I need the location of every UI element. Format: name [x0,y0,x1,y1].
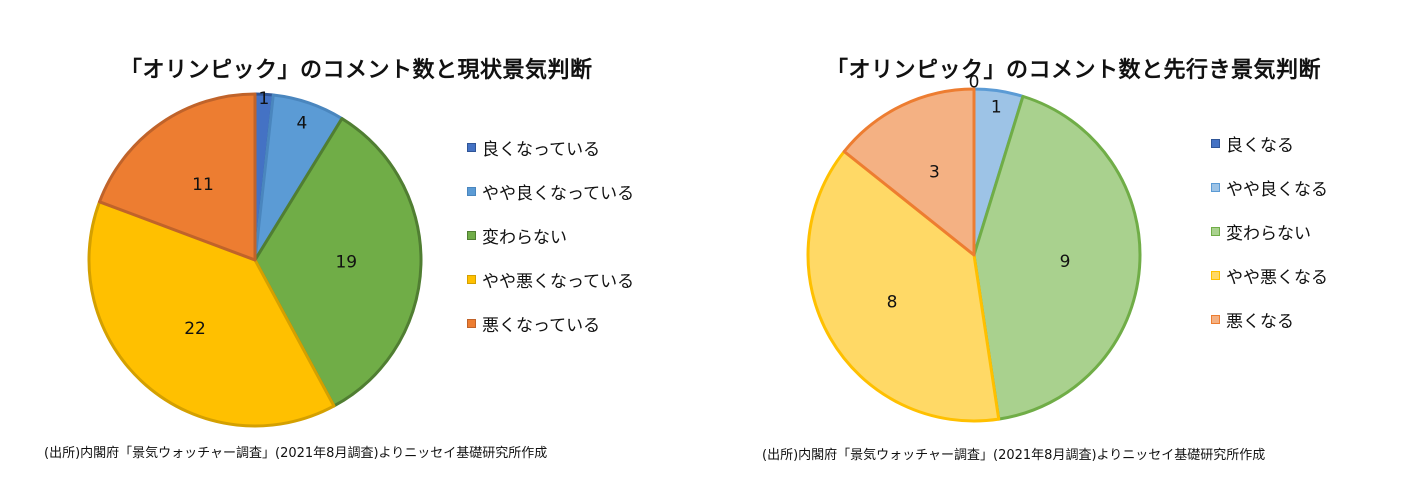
legend-label: やや良くなっている [482,183,635,204]
legend-label: 良くなっている [482,139,601,160]
legend-item: 変わらない [1211,209,1328,253]
data-label: 1 [991,97,1002,117]
legend-swatch [467,274,476,284]
legend-swatch [1211,314,1220,324]
pie-slice [98,92,257,262]
pie-slice [972,94,1142,421]
pie-chart-outlook: 01 9 8 3 [806,72,1142,423]
legend-label: 変わらない [1226,223,1311,244]
pie-slice [87,200,336,428]
source-note: (出所)内閣府「景気ウォッチャー調査」(2021年8月調査)よりニッセイ基礎研究… [762,448,1266,463]
data-label: 0 [969,72,980,92]
legend-label: やや良くなる [1226,179,1328,200]
legend-label: 変わらない [482,227,567,248]
data-label: 11 [192,175,214,195]
data-label: 1 [258,89,269,109]
pie-slice [842,87,976,257]
legend-label: やや悪くなる [1226,267,1328,288]
legend-label: 悪くなっている [482,315,601,336]
data-label: 3 [929,163,940,183]
legend-swatch [467,318,476,328]
data-label: 19 [335,253,357,273]
legend-item: 悪くなっている [467,301,634,345]
data-label: 22 [184,319,206,339]
pie-slice [806,150,1001,423]
legend-item: やや悪くなっている [467,257,634,301]
legend-swatch [467,142,476,152]
legend: 良くなっている やや良くなっている 変わらない やや悪くなっている 悪くなってい… [467,125,634,345]
legend-swatch [1211,226,1220,236]
chart-title: 「オリンピック」のコメント数と現状景気判断 [120,58,593,83]
legend-swatch [1211,138,1220,148]
legend-label: 良くなる [1226,135,1294,156]
legend-swatch [467,186,476,196]
legend-swatch [1211,270,1220,280]
data-label: 8 [887,292,898,312]
legend-item: やや良くなっている [467,169,634,213]
legend-swatch [467,230,476,240]
legend-item: 悪くなる [1211,297,1328,341]
legend-label: やや悪くなっている [482,271,635,292]
legend-item: やや悪くなる [1211,253,1328,297]
legend-label: 悪くなる [1226,311,1294,332]
legend-item: 良くなっている [467,125,634,169]
legend-item: やや良くなる [1211,165,1328,209]
data-label: 9 [1060,252,1071,272]
legend: 良くなる やや良くなる 変わらない やや悪くなる 悪くなる [1211,121,1328,341]
chart-panel-current: 「オリンピック」のコメント数と現状景気判断 1 4 19 22 11 良くなっている や… [44,58,634,461]
legend-swatch [1211,182,1220,192]
legend-item: 変わらない [467,213,634,257]
chart-title: 「オリンピック」のコメント数と先行き景気判断 [826,58,1322,83]
data-label: 4 [296,113,307,133]
legend-item: 良くなる [1211,121,1328,165]
source-note: (出所)内閣府「景気ウォッチャー調査」(2021年8月調査)よりニッセイ基礎研究… [44,446,548,461]
pie-chart-current: 1 4 19 22 11 [87,89,423,428]
